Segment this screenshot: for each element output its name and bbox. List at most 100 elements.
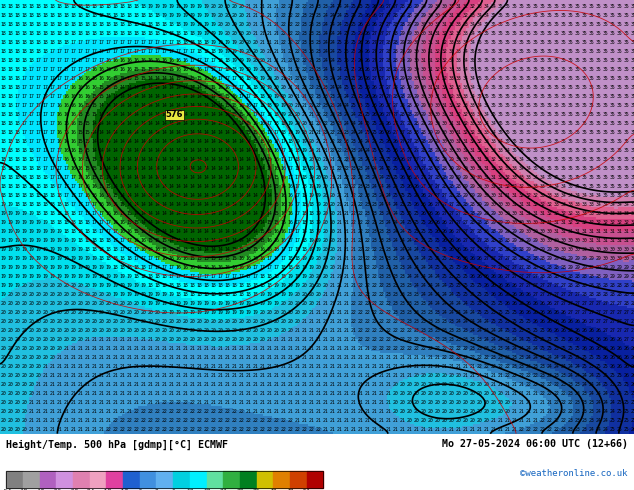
Text: 27: 27 — [505, 256, 510, 261]
Text: 25: 25 — [617, 409, 623, 414]
Text: 20: 20 — [470, 391, 476, 395]
Text: 18: 18 — [8, 157, 13, 162]
Text: 20: 20 — [274, 85, 280, 90]
Text: 24: 24 — [365, 147, 370, 153]
Text: 21: 21 — [295, 409, 301, 414]
Text: 21: 21 — [351, 328, 356, 333]
Text: 25: 25 — [399, 202, 405, 207]
Text: 21: 21 — [36, 382, 41, 387]
Text: 21: 21 — [217, 364, 223, 368]
Text: 21: 21 — [231, 391, 237, 395]
Text: 28: 28 — [435, 157, 441, 162]
Text: 21: 21 — [274, 400, 280, 405]
Text: 18: 18 — [302, 246, 307, 252]
Text: 23: 23 — [337, 112, 342, 117]
Text: 22: 22 — [365, 310, 370, 315]
Text: 15: 15 — [106, 184, 112, 189]
Text: 19: 19 — [197, 22, 202, 26]
Text: 19: 19 — [49, 256, 55, 261]
Text: 22: 22 — [204, 427, 209, 432]
Text: 19: 19 — [127, 273, 133, 279]
Text: 18: 18 — [56, 31, 62, 36]
Text: 21: 21 — [77, 409, 84, 414]
Text: 17: 17 — [288, 166, 294, 171]
Text: 21: 21 — [330, 417, 335, 423]
Text: 21: 21 — [281, 355, 287, 360]
Text: 22: 22 — [141, 409, 146, 414]
Text: 20: 20 — [302, 283, 307, 288]
Text: 21: 21 — [141, 400, 146, 405]
Text: 35: 35 — [505, 112, 510, 117]
Text: 25: 25 — [365, 112, 370, 117]
Text: 17: 17 — [56, 49, 62, 53]
Text: 35: 35 — [610, 67, 616, 72]
Text: 22: 22 — [267, 417, 273, 423]
Text: 31: 31 — [581, 229, 587, 234]
Text: 18: 18 — [63, 31, 69, 36]
Text: 25: 25 — [512, 328, 517, 333]
Text: 15: 15 — [204, 85, 209, 90]
Text: 18: 18 — [42, 31, 48, 36]
Text: 35: 35 — [624, 184, 630, 189]
Text: 21: 21 — [63, 345, 69, 351]
Text: 16: 16 — [231, 94, 237, 98]
Text: 32: 32 — [449, 31, 455, 36]
Text: 18: 18 — [155, 283, 160, 288]
Text: 27: 27 — [392, 121, 398, 125]
Text: 20: 20 — [77, 301, 84, 306]
Text: 18: 18 — [8, 139, 13, 144]
Text: 20: 20 — [49, 337, 55, 342]
Text: 18: 18 — [120, 22, 126, 26]
Text: 24: 24 — [330, 3, 335, 9]
Text: 14: 14 — [252, 220, 259, 224]
Text: 22: 22 — [406, 328, 412, 333]
Text: 19: 19 — [302, 273, 307, 279]
Text: 24: 24 — [406, 265, 412, 270]
Text: 20: 20 — [210, 337, 216, 342]
Text: 20: 20 — [84, 292, 91, 296]
Text: 19: 19 — [183, 22, 188, 26]
Text: 20: 20 — [49, 318, 55, 324]
Text: 25: 25 — [512, 318, 517, 324]
Text: 15: 15 — [231, 246, 237, 252]
Text: 20: 20 — [435, 417, 441, 423]
Text: 19: 19 — [316, 202, 321, 207]
Text: 21: 21 — [155, 382, 160, 387]
Text: 18: 18 — [1, 139, 6, 144]
Text: 19: 19 — [245, 67, 251, 72]
Text: 25: 25 — [560, 337, 566, 342]
Text: 17: 17 — [42, 58, 48, 63]
Text: 21: 21 — [281, 409, 287, 414]
Text: 25: 25 — [581, 364, 587, 368]
Text: 23: 23 — [491, 355, 496, 360]
Text: 35: 35 — [560, 147, 566, 153]
Text: 21: 21 — [526, 417, 531, 423]
Text: 30: 30 — [610, 256, 616, 261]
Text: 19: 19 — [183, 301, 188, 306]
Text: 25: 25 — [435, 265, 441, 270]
Text: 31: 31 — [498, 193, 503, 197]
Text: 34: 34 — [491, 130, 496, 135]
Text: 21: 21 — [84, 391, 91, 395]
Text: 18: 18 — [49, 22, 55, 26]
Text: 30: 30 — [567, 246, 573, 252]
Text: 21: 21 — [323, 391, 328, 395]
Text: 24: 24 — [413, 265, 419, 270]
Text: 17: 17 — [56, 94, 62, 98]
Text: 16: 16 — [92, 85, 98, 90]
Text: 20: 20 — [42, 283, 48, 288]
Text: 35: 35 — [519, 40, 524, 45]
Text: 25: 25 — [372, 121, 377, 125]
Text: 19: 19 — [197, 31, 202, 36]
Text: 22: 22 — [274, 427, 280, 432]
Text: 21: 21 — [337, 283, 342, 288]
Text: 14: 14 — [176, 157, 181, 162]
Text: 19: 19 — [231, 301, 237, 306]
Text: 15: 15 — [197, 75, 202, 81]
Text: 14: 14 — [245, 184, 251, 189]
Text: 20: 20 — [295, 121, 301, 125]
Text: 17: 17 — [36, 147, 41, 153]
Text: 14: 14 — [217, 220, 223, 224]
Text: 22: 22 — [435, 337, 441, 342]
Text: 35: 35 — [491, 22, 496, 26]
